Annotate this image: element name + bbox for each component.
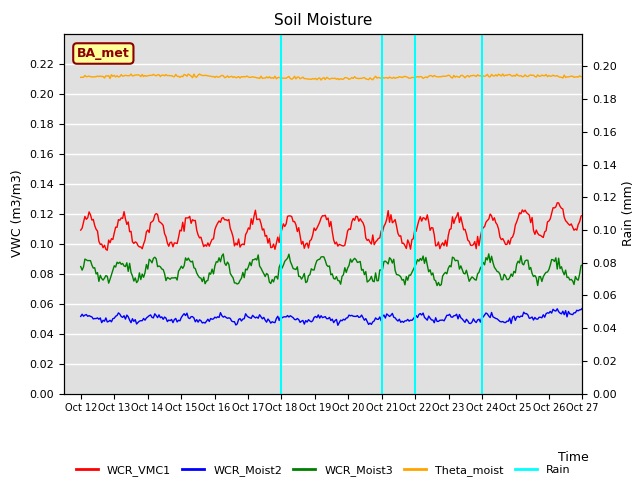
Legend: WCR_VMC1, WCR_Moist2, WCR_Moist3, Theta_moist, Rain: WCR_VMC1, WCR_Moist2, WCR_Moist3, Theta_…: [71, 460, 575, 480]
Title: Soil Moisture: Soil Moisture: [274, 13, 372, 28]
Text: Time: Time: [558, 451, 589, 464]
Y-axis label: VWC (m3/m3): VWC (m3/m3): [11, 170, 24, 257]
Y-axis label: Rain (mm): Rain (mm): [623, 181, 636, 246]
Text: BA_met: BA_met: [77, 47, 130, 60]
